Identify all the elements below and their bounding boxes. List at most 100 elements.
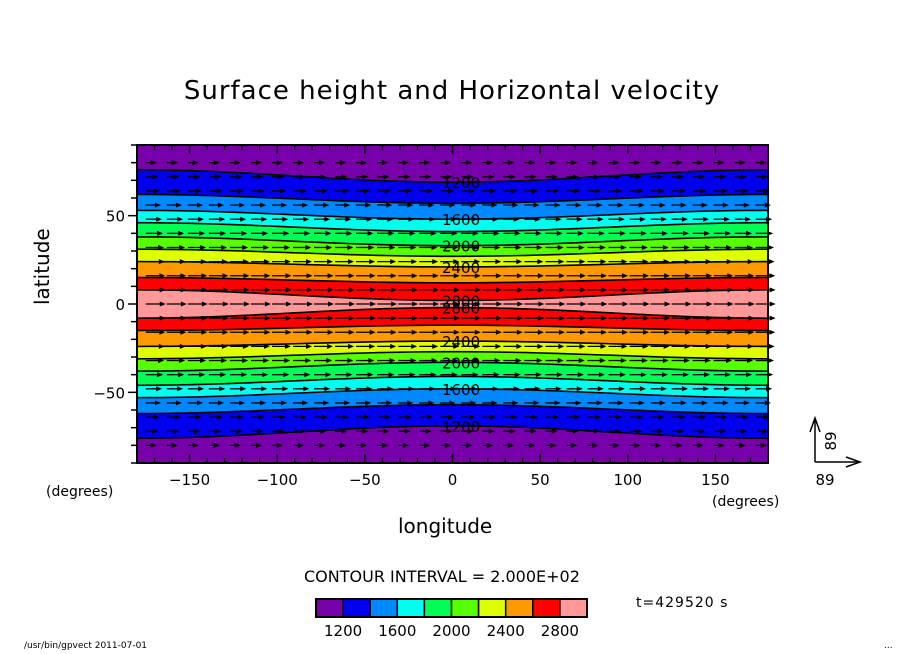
velocity-arrowhead [348,329,355,335]
velocity-arrowhead [746,372,753,378]
velocity-arrowhead [595,414,602,420]
velocity-arrowhead [194,174,201,180]
velocity-arrowhead [347,358,354,364]
colorbar-swatch [532,598,561,618]
velocity-arrowhead [699,428,706,434]
velocity-arrowhead [705,259,712,265]
contour-label: 2800 [442,300,480,318]
velocity-arrowhead [196,400,203,406]
velocity-arrowhead [704,230,711,236]
velocity-arrowhead [388,372,395,378]
velocity-arrowhead [659,400,666,406]
velocity-arrowhead [196,202,203,208]
velocity-arrowhead [679,188,686,194]
velocity-arrowhead [600,259,607,265]
x-tick-label: 50 [531,471,550,489]
velocity-arrowhead [264,273,271,279]
velocity-arrowhead [179,244,186,250]
velocity-arrowhead [722,202,729,208]
velocity-arrowhead [742,414,749,420]
velocity-arrowhead [643,273,650,279]
velocity-arrowhead [285,329,292,335]
velocity-arrowhead [264,287,271,293]
velocity-arrowhead [159,301,166,307]
velocity-arrowhead [490,414,497,420]
velocity-arrowhead [720,428,727,434]
velocity-arrowhead [218,400,225,406]
velocity-arrowhead [747,259,754,265]
velocity-arrowhead [178,372,185,378]
velocity-arrowhead [156,216,163,222]
velocity-arrowhead [339,160,346,166]
velocity-arrowhead [383,174,390,180]
x-axis-label: longitude [398,514,493,538]
velocity-arrowhead [257,174,264,180]
velocity-arrowhead [326,358,333,364]
velocity-arrowhead [637,188,644,194]
velocity-arrowhead [345,216,352,222]
velocity-arrowhead [533,202,540,208]
velocity-arrowhead [285,273,292,279]
velocity-arrowhead [171,442,178,448]
velocity-arrowhead [768,244,775,250]
colorbar-label: 1200 [324,622,362,640]
velocity-arrowhead [453,343,460,349]
velocity-arrowhead [638,202,645,208]
velocity-arrowhead [432,343,439,349]
velocity-arrowhead [240,386,247,392]
velocity-arrowhead [466,442,473,448]
velocity-arrowhead [198,386,205,392]
velocity-arrowhead [747,244,754,250]
velocity-arrowhead [492,216,499,222]
velocity-arrowhead [234,160,241,166]
velocity-arrowhead [677,174,684,180]
velocity-arrowhead [763,188,770,194]
velocity-arrowhead [536,244,543,250]
velocity-arrowhead [154,202,161,208]
velocity-arrowhead [634,442,641,448]
velocity-arrowhead [467,174,474,180]
velocity-arrowhead [641,358,648,364]
velocity-arrowhead [491,400,498,406]
velocity-arrowhead [177,216,184,222]
velocity-arrowhead [171,160,178,166]
contour-label: 1200 [442,174,480,192]
velocity-arrowhead [453,259,460,265]
velocity-arrowhead [473,358,480,364]
reference-arrowhead-y [809,415,821,433]
velocity-arrowhead [328,301,335,307]
velocity-arrowhead [346,230,353,236]
velocity-arrowhead [639,386,646,392]
velocity-arrowhead [327,259,334,265]
velocity-arrowhead [676,160,683,166]
velocity-arrowhead [278,174,285,180]
velocity-arrowhead [180,273,187,279]
velocity-arrowhead [593,428,600,434]
y-units-label: (degrees) [712,494,780,510]
velocity-arrowhead [467,428,474,434]
velocity-arrowhead [303,386,310,392]
velocity-arrowhead [537,259,544,265]
colorbar-swatch [342,598,371,618]
velocity-arrowhead [216,414,223,420]
velocity-arrowhead [239,400,246,406]
velocity-arrowhead [344,202,351,208]
velocity-arrowhead [180,287,187,293]
velocity-arrowhead [367,372,374,378]
velocity-arrowhead [718,442,725,448]
velocity-arrowhead [643,329,650,335]
velocity-arrowhead [369,287,376,293]
contour-line [136,168,769,183]
velocity-arrowhead [452,358,459,364]
velocity-arrowhead [768,259,775,265]
velocity-arrowhead [241,230,248,236]
velocity-arrowhead [556,372,563,378]
contour-line [136,350,769,360]
velocity-arrowhead [534,216,541,222]
velocity-arrowhead [239,202,246,208]
velocity-arrowhead [741,428,748,434]
reference-y-label: 89 [822,431,840,450]
velocity-arrowhead [470,202,477,208]
velocity-arrowhead [407,400,414,406]
